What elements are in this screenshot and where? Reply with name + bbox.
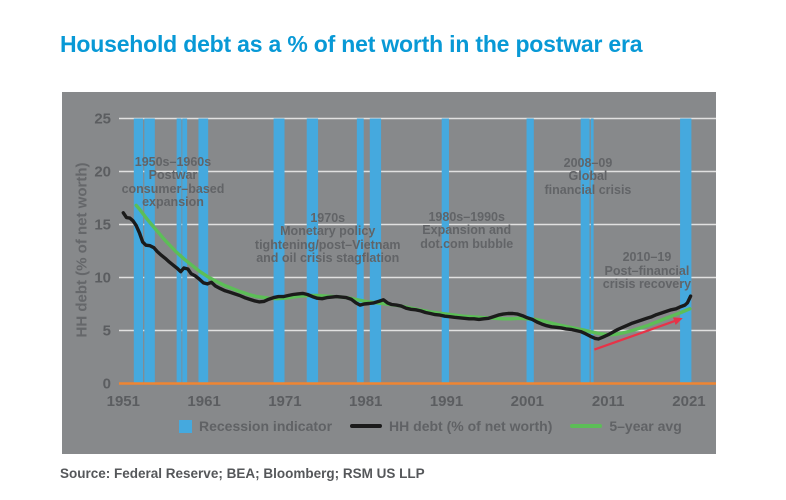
recession-bar	[580, 118, 590, 383]
annotation-line: dot.com bubble	[420, 236, 514, 251]
trend-arrow	[594, 317, 683, 351]
recession-bar	[273, 118, 285, 383]
x-tick-label: 1961	[187, 393, 221, 410]
recession-bar	[182, 118, 188, 383]
annotation-line: financial crisis	[544, 182, 632, 197]
chart-panel	[62, 92, 716, 454]
recession-bar	[306, 118, 319, 383]
legend-item-hh-debt: HH debt (% of net worth)	[350, 418, 552, 434]
x-tick-label: 2011	[591, 393, 625, 410]
recession-bar	[198, 118, 209, 383]
chart-annotation: 1980s–1990s Expansion and dot.com bubble	[420, 209, 514, 252]
legend-label-recession: Recession indicator	[199, 418, 333, 434]
annotation-line: expansion	[142, 195, 204, 210]
annotation-line: 2008–09	[563, 155, 613, 170]
y-tick-label: 15	[94, 216, 111, 233]
y-tick-label: 10	[94, 269, 111, 286]
annotation-line: 1970s	[310, 210, 346, 225]
legend-label-hh-debt: HH debt (% of net worth)	[389, 418, 553, 434]
annotation-line: Expansion and	[422, 223, 512, 238]
x-tick-label: 2021	[672, 393, 706, 410]
chart-annotation: 2010–19 Post–financial crisis recovery	[602, 250, 692, 292]
x-tick-label: 1991	[429, 393, 464, 410]
annotation-line: tightening/post–Vietnam	[254, 237, 401, 252]
recession-bar	[176, 118, 182, 383]
annotation-line: 1950s–1960s	[134, 154, 212, 169]
recession-bar	[526, 118, 534, 383]
recession-swatch-icon	[179, 419, 192, 433]
y-tick-label: 5	[102, 322, 111, 339]
recession-bar	[680, 118, 692, 383]
annotation-line: 2010–19	[622, 250, 672, 264]
recession-bar	[356, 118, 364, 383]
y-tick-label: 20	[94, 163, 111, 180]
annotation-line: 1980s–1990s	[428, 209, 505, 224]
recession-bar	[590, 118, 594, 383]
recession-bar	[369, 118, 382, 383]
x-tick-label: 1951	[106, 393, 140, 410]
y-axis-title: HH debt (% of net worth)	[73, 162, 91, 338]
annotation-line: Post–financial	[604, 263, 690, 278]
chart-annotation: 1970s Monetary policy tightening/post–Viet…	[254, 210, 401, 266]
annotation-line: Global	[568, 169, 608, 184]
legend-label-5yr-avg: 5–year avg	[609, 418, 682, 434]
hh-debt-line	[121, 211, 693, 341]
five-year-avg-line-swatch-icon	[570, 424, 603, 428]
recession-bar	[144, 118, 155, 383]
legend-item-5yr-avg: 5–year avg	[570, 418, 682, 434]
annotation-line: and oil crisis stagflation	[256, 251, 400, 266]
annotation-line: Postwar	[148, 168, 198, 183]
x-tick-label: 1971	[268, 393, 302, 410]
annotation-line: Monetary policy	[280, 224, 376, 239]
annotation-line: crisis recovery	[602, 277, 692, 291]
source-attribution: Source: Federal Reserve; BEA; Bloomberg;…	[60, 466, 425, 481]
x-tick-label: 1981	[349, 393, 383, 410]
legend-item-recession: Recession indicator	[179, 418, 332, 434]
recession-bar	[441, 118, 449, 383]
annotation-line: consumer–based	[121, 181, 225, 196]
y-tick-label: 25	[94, 110, 111, 127]
x-tick-label: 2001	[510, 393, 545, 410]
chart-legend: Recession indicator HH debt (% of net wo…	[179, 418, 682, 434]
y-tick-label: 0	[102, 375, 111, 392]
chart-annotation: 2008–09 Global financial crisis	[544, 155, 632, 198]
hh-debt-line-swatch-icon	[350, 424, 383, 428]
chart-annotation: 1950s–1960s Postwar consumer–based expansio…	[121, 154, 225, 210]
recession-bar	[133, 118, 144, 383]
chart-title: Household debt as a % of net worth in th…	[60, 31, 643, 57]
